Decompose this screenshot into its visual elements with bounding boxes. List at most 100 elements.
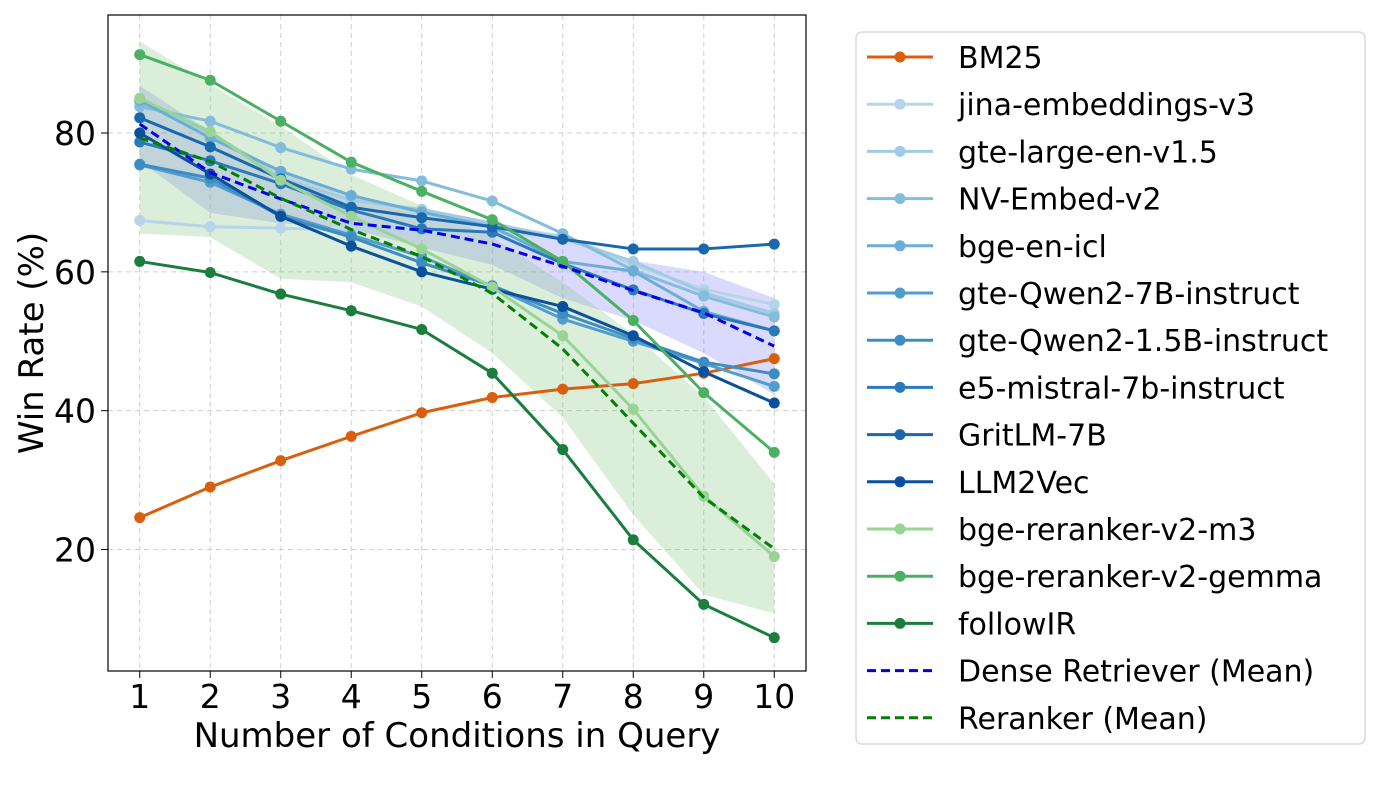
data-point [345, 240, 357, 252]
data-point [768, 298, 780, 310]
x-tick-label: 1 [129, 677, 150, 716]
data-point [768, 550, 780, 562]
data-point [134, 49, 146, 61]
data-point [698, 366, 710, 378]
data-point [557, 330, 569, 342]
data-point [416, 175, 428, 187]
x-tick-label: 4 [341, 677, 362, 716]
series-line-dense-retriever-mean [138, 122, 775, 348]
data-point [204, 481, 216, 493]
legend-marker [894, 193, 906, 205]
series-line-gritlm-7b [139, 116, 775, 251]
data-point [416, 257, 428, 269]
legend-label: jina-embeddings-v3 [957, 88, 1255, 123]
x-tick-label: 2 [200, 677, 221, 716]
data-point [768, 380, 780, 392]
legend-label: followIR [958, 607, 1076, 642]
data-point [698, 387, 710, 399]
data-point [698, 356, 710, 368]
data-point [486, 214, 498, 226]
legend-marker [894, 334, 906, 346]
data-point [204, 267, 216, 279]
data-point [416, 266, 428, 278]
series-line-llm2vec [138, 131, 775, 405]
x-tick-label: 10 [753, 677, 795, 716]
data-point [486, 195, 498, 207]
data-point [768, 238, 780, 250]
data-point [275, 455, 287, 467]
x-axis-ticks: 1 2 3 4 5 6 7 8 9 10 [129, 671, 795, 716]
legend-item-bge-en-icl: bge-en-icl [867, 230, 1107, 265]
data-point [275, 115, 287, 127]
data-point [275, 174, 287, 186]
data-point [204, 74, 216, 86]
data-point [768, 368, 780, 380]
data-point [416, 407, 428, 419]
data-point [275, 288, 287, 300]
data-point [134, 158, 146, 170]
data-point [698, 307, 710, 319]
series-line-followir [139, 259, 775, 640]
data-point [627, 314, 639, 326]
legend-item-llm2vec: LLM2Vec [867, 466, 1090, 501]
data-point [627, 534, 639, 546]
legend-item-gte-large-en-v1-5: gte-large-en-v1.5 [867, 135, 1218, 170]
legend-label: GritLM-7B [958, 419, 1107, 454]
x-axis-label: Number of Conditions in Query [194, 716, 721, 756]
data-point [134, 112, 146, 124]
series-line-bge-reranker-v2-m3 [139, 96, 776, 558]
series-line-bge-reranker-v2-gemma [139, 53, 776, 454]
data-point [416, 243, 428, 255]
data-point [345, 305, 357, 317]
data-point [345, 189, 357, 201]
series-bge-reranker-v2-gemma [134, 49, 780, 458]
legend-marker [894, 570, 906, 582]
data-point [345, 201, 357, 213]
data-point [768, 325, 780, 337]
legend-item-gte-qwen2-1-5b-instruct: gte-Qwen2-1.5B-instruct [867, 324, 1328, 359]
data-point [416, 212, 428, 224]
data-point [698, 243, 710, 255]
data-point [275, 165, 287, 177]
legend-item-nv-embed-v2: NV-Embed-v2 [867, 183, 1162, 218]
data-point [275, 142, 287, 154]
legend-label: Dense Retriever (Mean) [958, 655, 1314, 690]
data-point [345, 156, 357, 168]
data-point [698, 290, 710, 302]
x-tick-label: 3 [270, 677, 291, 716]
data-point [134, 92, 146, 104]
legend-item-dense-retriever-mean: Dense Retriever (Mean) [867, 655, 1314, 690]
data-point [416, 185, 428, 197]
data-point [486, 281, 498, 293]
legend-marker [894, 145, 906, 157]
legend-item-bge-reranker-v2-gemma: bge-reranker-v2-gemma [867, 560, 1322, 595]
data-point [627, 255, 639, 267]
legend-item-jina-embeddings-v3: jina-embeddings-v3 [867, 88, 1255, 123]
data-point [204, 115, 216, 127]
legend-item-bge-reranker-v2-m3: bge-reranker-v2-m3 [867, 513, 1256, 548]
data-point [345, 210, 357, 222]
data-point [557, 383, 569, 395]
data-point [204, 221, 216, 233]
x-tick-label: 9 [693, 677, 714, 716]
data-point [627, 378, 639, 390]
data-point [134, 512, 146, 524]
legend-label: LLM2Vec [958, 466, 1090, 501]
legend-label: BM25 [958, 41, 1043, 76]
series-line-reranker-mean [139, 136, 776, 551]
legend-item-gte-qwen2-7b-instruct: gte-Qwen2-7B-instruct [867, 277, 1300, 312]
data-point [134, 214, 146, 226]
data-point [134, 255, 146, 267]
data-point [486, 391, 498, 403]
legend-item-gritlm-7b: GritLM-7B [867, 419, 1107, 454]
data-point [345, 231, 357, 243]
y-tick-label: 20 [54, 531, 96, 570]
data-point [627, 403, 639, 415]
legend-label: gte-large-en-v1.5 [958, 135, 1218, 170]
legend-marker [894, 51, 906, 63]
legend-marker [894, 476, 906, 488]
y-tick-label: 40 [54, 392, 96, 431]
series-line-gte-qwen2-1-5b-instruct [139, 162, 775, 376]
legend-label: Reranker (Mean) [958, 702, 1207, 737]
